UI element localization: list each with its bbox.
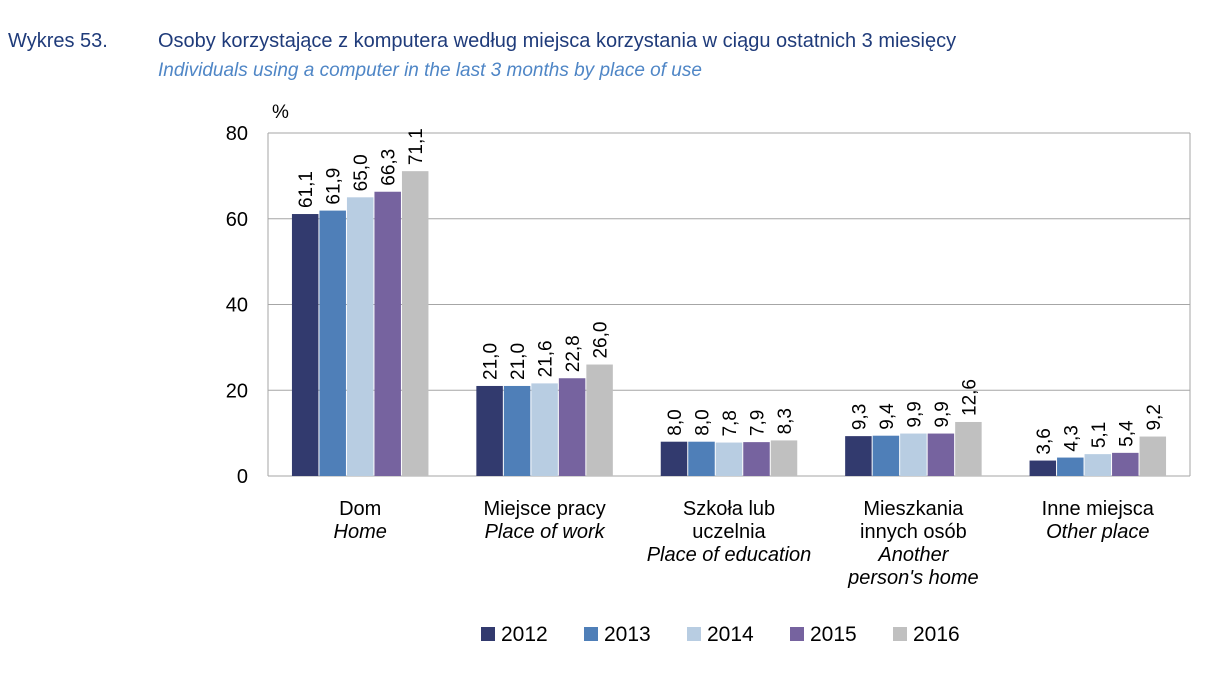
bar: [770, 440, 798, 476]
y-tick-label: 0: [237, 466, 248, 488]
data-label: 22,8: [563, 335, 584, 372]
x-tick-label-en: Home: [334, 521, 387, 543]
data-label: 5,4: [1116, 420, 1137, 447]
x-tick-label-en: Place of work: [485, 521, 606, 543]
x-tick-label: Inne miejsca: [1042, 498, 1155, 520]
data-label: 66,3: [379, 149, 400, 186]
data-label: 8,0: [693, 409, 714, 435]
y-tick-label: 20: [226, 380, 248, 402]
data-label: 12,6: [959, 379, 980, 416]
y-tick-label: 60: [226, 209, 248, 231]
data-label: 26,0: [591, 322, 612, 359]
x-tick-label: uczelnia: [692, 521, 766, 543]
x-tick-label: Szkoła lub: [683, 498, 775, 520]
x-tick-label-en: person's home: [847, 567, 979, 589]
data-label: 9,9: [932, 401, 953, 427]
data-label: 21,0: [508, 343, 529, 380]
bar: [1112, 452, 1139, 476]
chart-title: Osoby korzystające z komputera według mi…: [158, 30, 957, 52]
bar: [715, 442, 743, 476]
bar: [558, 378, 586, 476]
data-label: 9,4: [877, 403, 898, 430]
data-label: 71,1: [406, 128, 427, 165]
bar: [1057, 457, 1084, 476]
bar: [743, 442, 770, 476]
legend-swatch: [687, 627, 701, 641]
bar: [1029, 460, 1057, 476]
data-label: 5,1: [1089, 422, 1110, 448]
x-tick-label: Dom: [339, 498, 381, 520]
bar: [1084, 454, 1112, 476]
bar: [319, 210, 346, 476]
bar: [401, 171, 429, 476]
data-label: 7,8: [720, 410, 741, 436]
data-label: 61,1: [296, 171, 317, 208]
data-label: 65,0: [351, 154, 372, 191]
data-label: 9,9: [904, 401, 925, 427]
bar: [531, 383, 558, 476]
data-label: 3,6: [1034, 428, 1055, 454]
bar: [586, 364, 613, 476]
x-tick-label: Miejsce pracy: [483, 498, 605, 520]
bar: [291, 214, 319, 476]
data-label: 9,2: [1144, 404, 1165, 430]
legend-label: 2015: [810, 623, 857, 646]
data-label: 21,0: [481, 343, 502, 380]
data-label: 8,3: [775, 408, 796, 434]
legend-label: 2012: [501, 623, 548, 646]
legend-swatch: [790, 627, 804, 641]
x-tick-label-en: Other place: [1046, 521, 1149, 543]
legend-label: 2013: [604, 623, 651, 646]
bar: [955, 421, 982, 476]
legend-swatch: [481, 627, 495, 641]
bar: [1139, 436, 1167, 476]
bar: [872, 435, 900, 476]
chart-subtitle: Individuals using a computer in the last…: [158, 60, 702, 81]
bar: [927, 433, 955, 476]
x-tick-label: Mieszkania: [863, 498, 964, 520]
data-label: 4,3: [1061, 425, 1082, 451]
legend-swatch: [584, 627, 598, 641]
bar: [374, 191, 401, 476]
legend-swatch: [893, 627, 907, 641]
legend-label: 2014: [707, 623, 754, 646]
data-label: 21,6: [536, 340, 557, 377]
legend-label: 2016: [913, 623, 960, 646]
x-tick-label: innych osób: [860, 521, 967, 543]
y-tick-label: 80: [226, 123, 248, 145]
bar: [900, 433, 927, 476]
figure-number: Wykres 53.: [8, 30, 108, 52]
bar: [476, 385, 503, 476]
data-label: 7,9: [748, 410, 769, 436]
x-tick-label-en: Another: [877, 544, 949, 566]
y-axis-label: %: [272, 102, 289, 123]
data-label: 61,9: [324, 168, 345, 205]
y-tick-label: 40: [226, 295, 248, 317]
bar: [688, 441, 715, 476]
bar: [346, 197, 374, 476]
bar: [503, 385, 531, 476]
bar: [660, 441, 688, 476]
data-label: 9,3: [849, 404, 870, 430]
data-label: 8,0: [665, 409, 686, 435]
bar: [845, 436, 872, 476]
x-tick-label-en: Place of education: [647, 544, 812, 566]
